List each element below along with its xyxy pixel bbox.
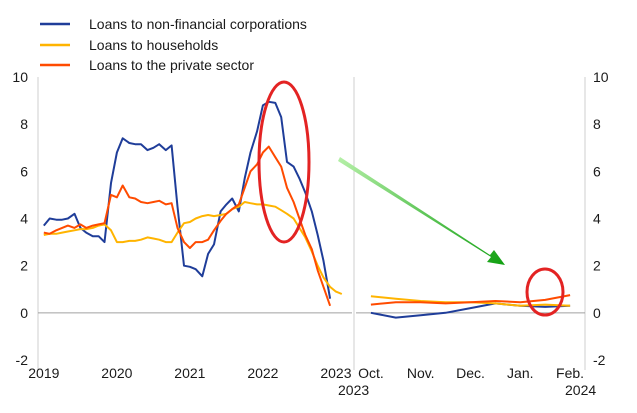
x-tick-label: Nov. [407,365,435,381]
x-tick-label: 2019 [28,365,59,381]
y-axis-left: -2 0 2 4 6 8 10 [12,69,28,368]
legend-label-households: Loans to households [89,37,218,53]
x-tick-label: Dec. [456,365,485,381]
annotation-arrow [338,157,505,265]
y-tick-label: 2 [20,258,28,274]
annotation-ellipse-latest [525,267,565,317]
y-tick-label: 6 [593,163,601,179]
x-tick-label: Jan. [507,365,533,381]
legend-label-private: Loans to the private sector [89,57,254,73]
y-tick-label: 4 [20,211,28,227]
year-label-right-end: 2024 [565,382,596,398]
right-series-loans-to-the-private-sector [370,294,571,306]
y-tick-label: 0 [593,305,601,321]
y-tick-label: -2 [593,352,606,368]
y-tick-label: 8 [593,116,601,132]
left-series-loans-to-the-private-sector [43,145,332,307]
x-tick-label: Oct. [358,365,384,381]
y-tick-label: 0 [20,305,28,321]
right-panel-series [370,294,571,319]
y-tick-label: 6 [20,163,28,179]
y-tick-label: 8 [20,116,28,132]
annotation-ellipse-peak [257,80,311,244]
y-tick-label: 2 [593,258,601,274]
year-label-left-end: 2023 [338,382,369,398]
x-tick-label: 2021 [174,365,205,381]
x-axis-left: 2019 2020 2021 2022 2023 [28,365,351,381]
legend: Loans to non-financial corporations Loan… [40,16,307,73]
y-tick-label: -2 [16,352,29,368]
x-tick-label: 2020 [101,365,132,381]
x-tick-label: 2022 [247,365,278,381]
right-series-loans-to-non-financial-corporations [370,302,571,319]
left-series-loans-to-non-financial-corporations [43,100,332,299]
legend-label-nfc: Loans to non-financial corporations [89,16,307,32]
left-panel-series [43,100,343,307]
y-tick-label: 10 [12,69,28,85]
y-tick-label: 4 [593,211,601,227]
y-axis-right: -2 0 2 4 6 8 10 [593,69,609,368]
y-tick-label: 10 [593,69,609,85]
left-series-loans-to-households [43,201,343,295]
x-tick-label: Feb. [556,365,584,381]
x-axis-right: Oct. Nov. Dec. Jan. Feb. [358,365,584,381]
x-tick-label: 2023 [320,365,351,381]
